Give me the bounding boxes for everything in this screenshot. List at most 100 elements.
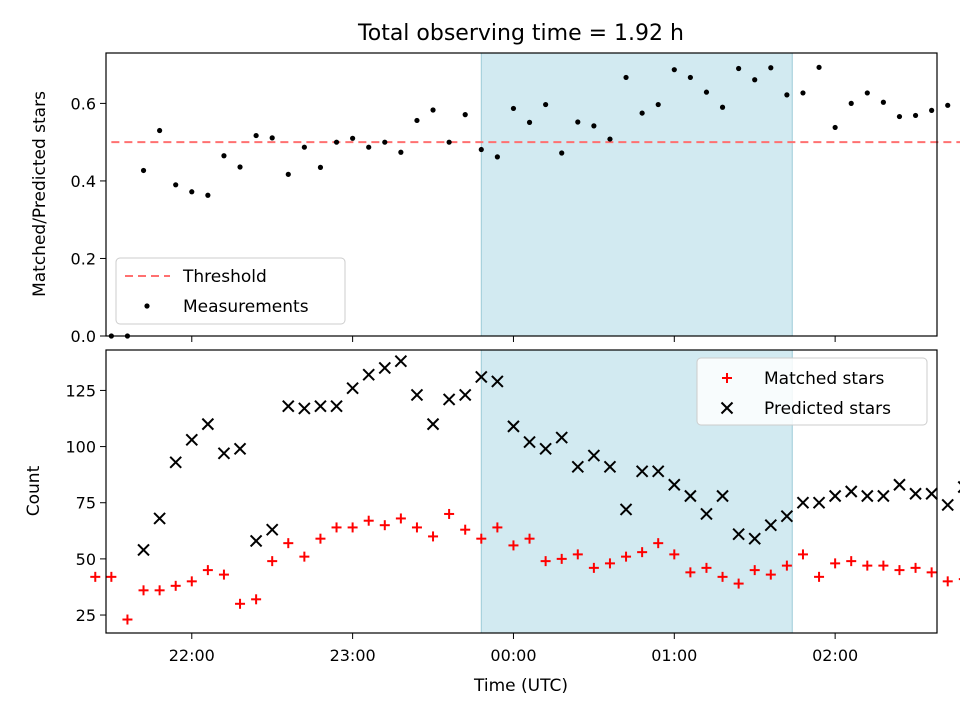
matched-stars-point [476,533,487,544]
predicted-stars-point [941,498,954,512]
predicted-marker-b [828,489,842,503]
measurement-point [639,110,645,116]
predicted-marker-b [201,417,215,431]
predicted-stars-point [635,465,649,478]
predicted-stars-point [362,368,375,381]
predicted-stars-point [861,489,874,503]
matched-stars-point [299,551,310,562]
predicted-stars-point [346,381,359,395]
predicted-stars-point [491,375,504,388]
measurement-point [864,90,870,96]
matched-stars-point [910,562,921,573]
predicted-marker-b [442,393,456,406]
measurement-point [173,182,179,188]
predicted-marker-b [748,532,761,545]
matched-stars-point [170,580,181,591]
predicted-stars-point [426,417,440,431]
predicted-stars-point [893,478,906,491]
legend-measurements-swatch [144,303,150,309]
predicted-marker-b [410,388,424,402]
measurement-point [317,164,324,170]
predicted-stars-point [587,449,601,462]
measurement-point [591,123,597,129]
y-tick-label: 0.6 [71,94,96,113]
measurement-point [736,65,742,72]
matched-stars-point [781,560,792,571]
matched-stars-point [701,562,712,573]
legend-matched-label: Matched stars [764,369,884,389]
predicted-stars-point [845,485,858,498]
matched-stars-point [621,551,632,562]
predicted-marker-b [153,512,166,525]
bottom-legend: Matched stars Predicted stars [696,357,928,426]
measurement-point [703,89,710,95]
predicted-marker-b [346,381,359,395]
measurement-point [333,139,340,145]
matched-stars-point [556,553,567,564]
predicted-marker-b [909,487,922,500]
predicted-marker-b [475,370,488,384]
measurement-point [269,135,275,141]
predicted-stars-point [748,532,761,545]
predicted-stars-point [475,370,488,384]
matched-stars-point [524,533,535,544]
predicted-stars-point [828,489,842,503]
measurement-point [912,112,919,119]
matched-stars-point [862,560,873,571]
measurement-point [848,100,854,106]
x-tick-label: 00:00 [490,646,536,665]
predicted-stars-point [668,478,681,491]
measurement-point [800,90,806,96]
measurement-point [237,164,243,170]
matched-stars-point [395,513,406,524]
top-panel: 0.0 0.2 0.4 0.6 Threshold Measurements [71,52,960,346]
measurement-point [157,127,163,134]
predicted-stars-point [378,361,391,375]
measurement-point [140,167,147,174]
measurement-point [929,107,935,113]
matched-stars-point [814,571,825,582]
predicted-stars-point [314,399,327,413]
measurement-point [366,144,372,150]
matched-stars-point [428,531,439,542]
measurement-point [945,102,951,108]
predicted-stars-point [507,420,520,433]
measurement-point [382,139,388,145]
predicted-stars-point [571,460,585,474]
predicted-stars-point [265,523,279,536]
measurement-point [768,65,774,71]
measurement-point [752,77,758,83]
chart-title: Total observing time = 1.92 h [357,21,684,46]
predicted-stars-point [555,431,568,444]
predicted-marker-b [925,487,938,500]
predicted-marker-b [233,442,247,456]
predicted-stars-point [458,388,472,402]
matched-stars-point [846,556,857,567]
predicted-stars-point [780,509,794,523]
predicted-stars-point [217,447,231,460]
measurement-point [494,154,500,160]
matched-stars-point [379,520,390,531]
predicted-stars-point [877,489,890,503]
measurement-point [398,149,404,155]
measurement-point [687,74,693,81]
x-axis-label: Time (UTC) [473,676,568,696]
top-y-axis-label: Matched/Predicted stars [30,91,50,297]
predicted-stars-point [909,487,922,500]
measurement-point [832,124,838,131]
matched-stars-point [653,538,664,549]
y-tick-label: 50 [76,550,96,569]
predicted-stars-point [523,435,536,449]
predicted-stars-point [410,388,424,402]
matched-stars-point [878,560,889,571]
matched-stars-point [315,533,326,544]
predicted-marker-b [893,478,906,491]
predicted-marker-b [314,399,327,413]
predicted-stars-point [298,402,311,415]
measurement-point [671,67,677,73]
predicted-stars-point [201,417,215,431]
predicted-stars-point [185,433,198,447]
measurement-point [607,136,613,142]
axes-frame [105,52,938,337]
